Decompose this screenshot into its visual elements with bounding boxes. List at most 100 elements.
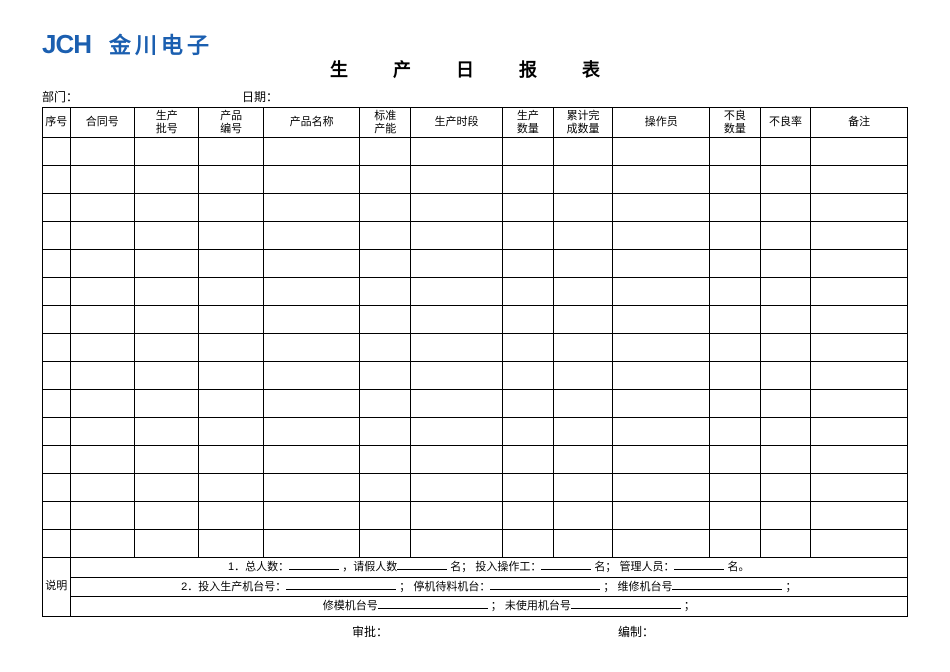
table-cell — [411, 418, 503, 446]
date-label: 日期： — [242, 88, 278, 105]
table-cell — [411, 250, 503, 278]
table-cell — [360, 362, 411, 390]
table-cell — [199, 250, 263, 278]
table-cell — [411, 306, 503, 334]
table-cell — [553, 250, 613, 278]
table-cell — [135, 250, 199, 278]
table-cell — [43, 306, 71, 334]
table-cell — [135, 278, 199, 306]
table-row — [43, 446, 908, 474]
table-cell — [613, 474, 710, 502]
table-cell — [70, 222, 134, 250]
table-cell — [70, 390, 134, 418]
table-cell — [553, 362, 613, 390]
table-cell — [199, 362, 263, 390]
table-cell — [811, 306, 908, 334]
table-cell — [503, 418, 554, 446]
table-cell — [263, 166, 360, 194]
table-cell — [710, 530, 761, 558]
table-cell — [199, 502, 263, 530]
table-cell — [710, 446, 761, 474]
column-header: 序号 — [43, 108, 71, 138]
table-cell — [411, 166, 503, 194]
table-cell — [360, 138, 411, 166]
table-cell — [360, 166, 411, 194]
table-cell — [360, 502, 411, 530]
table-cell — [760, 250, 811, 278]
table-cell — [760, 418, 811, 446]
table-cell — [263, 530, 360, 558]
table-cell — [135, 502, 199, 530]
notes-row-1: 说明 1．总人数： ，请假人数 名； 投入操作工： 名； 管理人员： 名。 — [43, 558, 908, 578]
table-cell — [760, 334, 811, 362]
table-cell — [43, 194, 71, 222]
table-cell — [613, 194, 710, 222]
table-cell — [553, 530, 613, 558]
table-cell — [553, 334, 613, 362]
table-cell — [811, 530, 908, 558]
logo-text: JCH — [42, 29, 91, 60]
table-cell — [613, 418, 710, 446]
table-cell — [263, 362, 360, 390]
table-cell — [70, 418, 134, 446]
table-cell — [811, 502, 908, 530]
table-cell — [811, 474, 908, 502]
table-cell — [613, 166, 710, 194]
table-cell — [503, 390, 554, 418]
table-cell — [263, 390, 360, 418]
table-cell — [760, 222, 811, 250]
table-cell — [710, 306, 761, 334]
table-cell — [263, 222, 360, 250]
table-cell — [553, 222, 613, 250]
table-cell — [135, 306, 199, 334]
page-root: JCH 金川电子 生 产 日 报 表 部门： 日期： 序号合同号生产批号产品编号… — [0, 0, 950, 660]
table-cell — [360, 306, 411, 334]
table-cell — [503, 250, 554, 278]
table-cell — [760, 502, 811, 530]
table-cell — [811, 334, 908, 362]
table-cell — [411, 390, 503, 418]
table-cell — [360, 390, 411, 418]
table-cell — [263, 306, 360, 334]
approve-label: 审批： — [352, 623, 388, 640]
table-cell — [43, 166, 71, 194]
table-cell — [553, 474, 613, 502]
notes-text: 2．投入生产机台号： — [181, 581, 286, 593]
notes-label-cell: 说明 — [43, 558, 71, 617]
notes-text: 修模机台号 — [323, 600, 378, 612]
table-cell — [70, 530, 134, 558]
table-cell — [263, 194, 360, 222]
table-cell — [503, 502, 554, 530]
table-cell — [503, 306, 554, 334]
table-cell — [199, 418, 263, 446]
table-cell — [199, 278, 263, 306]
table-cell — [760, 194, 811, 222]
notes-line1: 1．总人数： ，请假人数 名； 投入操作工： 名； 管理人员： 名。 — [70, 558, 907, 578]
table-cell — [710, 166, 761, 194]
notes-text: 1．总人数： — [228, 561, 289, 573]
table-cell — [811, 138, 908, 166]
column-header: 生产时段 — [411, 108, 503, 138]
notes-text: ； — [684, 600, 695, 612]
table-cell — [43, 250, 71, 278]
notes-line3: 修模机台号 ； 未使用机台号 ； — [70, 597, 907, 617]
table-cell — [199, 390, 263, 418]
table-cell — [760, 138, 811, 166]
notes-label: 说明 — [45, 580, 67, 592]
table-cell — [263, 446, 360, 474]
table-cell — [613, 390, 710, 418]
table-row — [43, 502, 908, 530]
table-cell — [503, 446, 554, 474]
footer-row: 审批： 编制： — [42, 623, 908, 640]
table-cell — [199, 530, 263, 558]
table-cell — [360, 530, 411, 558]
table-cell — [503, 138, 554, 166]
table-cell — [135, 362, 199, 390]
table-cell — [43, 474, 71, 502]
table-cell — [411, 278, 503, 306]
table-cell — [710, 194, 761, 222]
table-cell — [263, 418, 360, 446]
table-cell — [263, 502, 360, 530]
table-cell — [135, 194, 199, 222]
table-cell — [70, 502, 134, 530]
